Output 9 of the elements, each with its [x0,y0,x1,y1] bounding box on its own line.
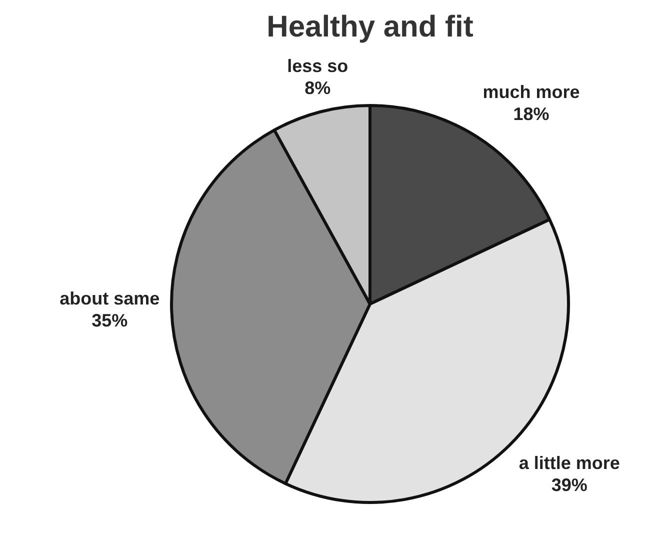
data-label: 8% [304,78,331,98]
slice-label: much more [482,82,580,102]
slice-label: about same [60,288,160,309]
slice-label: less so [287,56,348,76]
data-label: 18% [513,104,550,124]
data-label: 39% [551,474,588,495]
data-label: 35% [92,310,128,331]
slice-label: a little more [518,452,620,473]
chart-title: Healthy and fit [266,10,474,44]
